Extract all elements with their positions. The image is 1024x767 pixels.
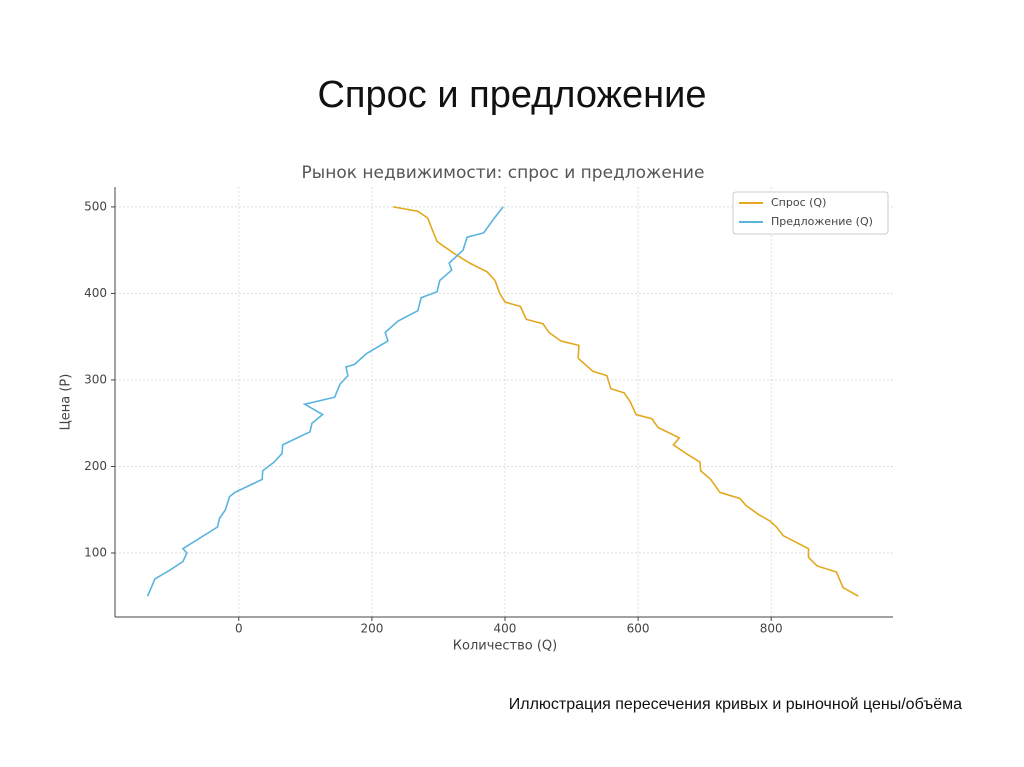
y-tick-label: 300 <box>84 372 107 386</box>
legend-label: Спрос (Q) <box>771 196 826 209</box>
legend-box <box>732 191 889 235</box>
x-tick-label: 400 <box>494 622 517 636</box>
x-tick-label: 800 <box>760 622 783 636</box>
x-tick-label: 600 <box>627 622 650 636</box>
x-tick-label: 200 <box>360 622 383 636</box>
chart-title: Рынок недвижимости: спрос и предложение <box>302 163 705 183</box>
y-axis-label: Цена (P) <box>59 374 74 431</box>
slide-title: Спрос и предложение <box>317 74 706 116</box>
series-line <box>393 206 859 597</box>
y-tick-label: 200 <box>84 459 107 473</box>
x-tick-label: 0 <box>235 622 243 636</box>
y-tick-label: 400 <box>84 286 107 300</box>
legend-label: Предложение (Q) <box>771 215 873 228</box>
caption: Иллюстрация пересечения кривых и рыночно… <box>509 696 962 713</box>
y-tick-label: 100 <box>84 545 107 559</box>
x-axis-label: Количество (Q) <box>453 639 557 654</box>
series-line <box>146 206 504 597</box>
y-tick-label: 500 <box>84 199 107 213</box>
